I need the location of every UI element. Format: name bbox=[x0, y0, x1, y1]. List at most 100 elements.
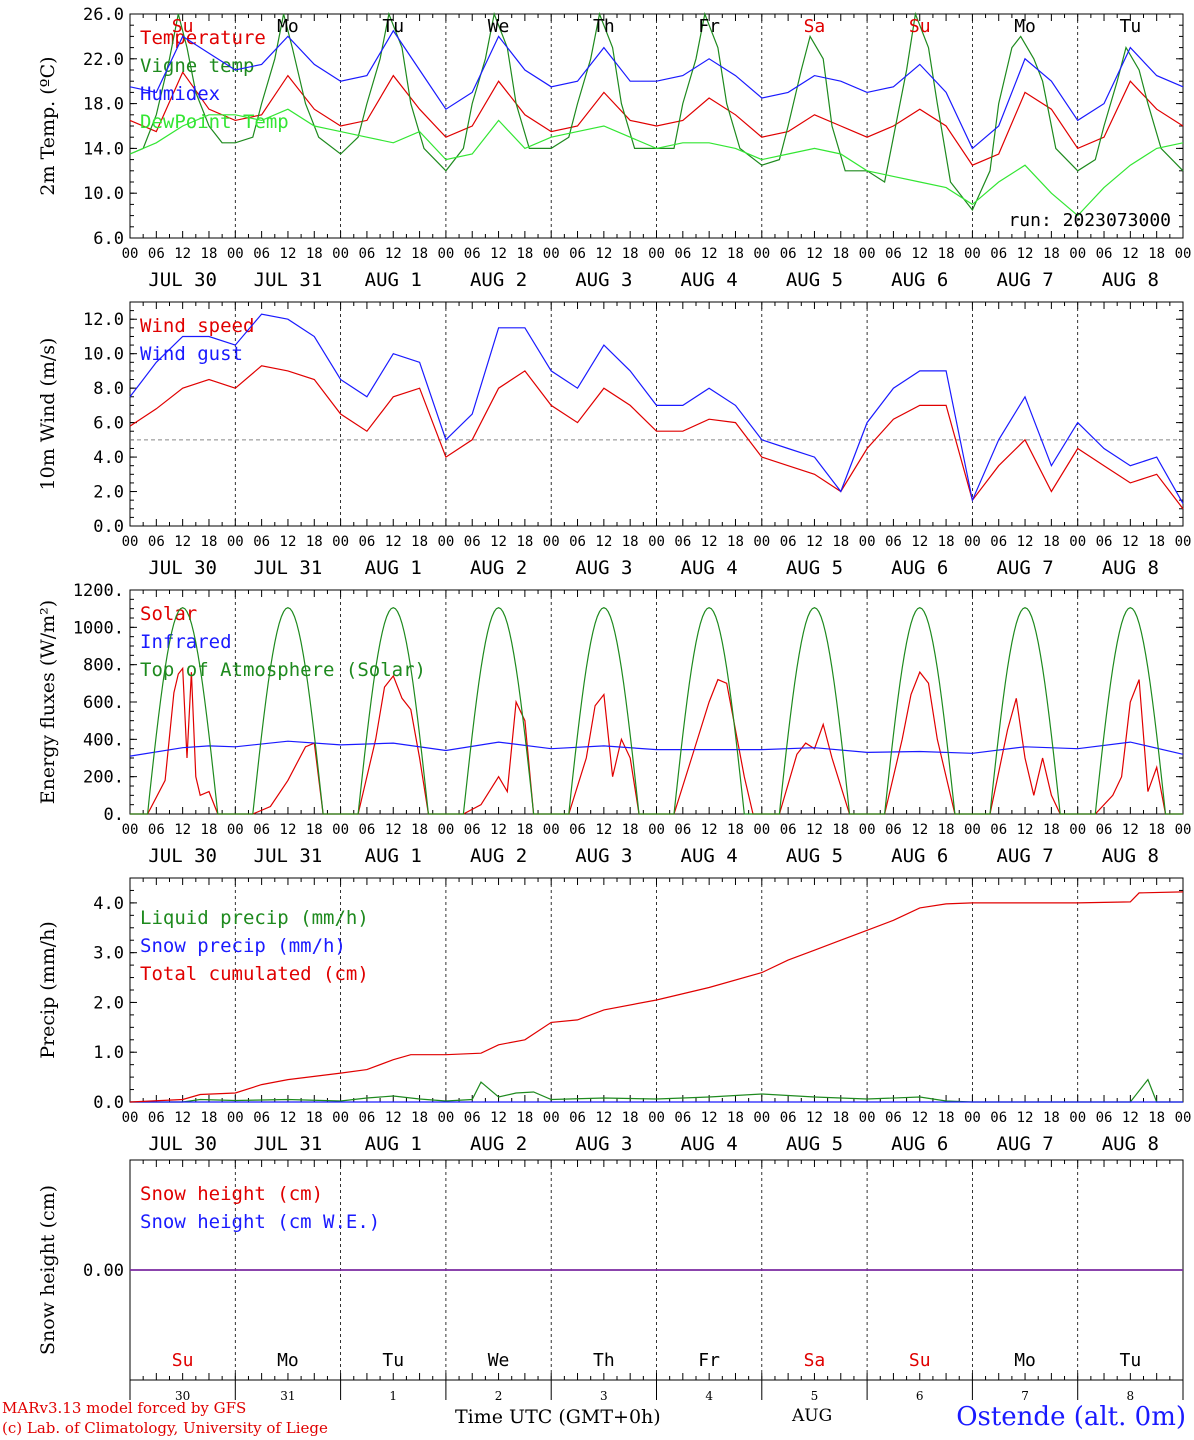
legend-entry: Total cumulated (cm) bbox=[140, 963, 369, 985]
hour-tick-label: 12 bbox=[490, 822, 507, 838]
y-tick-label: 6.0 bbox=[93, 229, 124, 249]
day-name: We bbox=[488, 1350, 510, 1371]
hour-tick-label: 06 bbox=[990, 246, 1007, 262]
date-label: AUG 5 bbox=[786, 845, 843, 867]
legend-entry: Wind gust bbox=[140, 343, 243, 365]
hour-tick-label: 06 bbox=[253, 822, 270, 838]
date-label: AUG 4 bbox=[681, 845, 738, 867]
date-label: AUG 6 bbox=[891, 269, 948, 291]
date-label: AUG 7 bbox=[996, 845, 1053, 867]
hour-tick-label: 12 bbox=[1122, 246, 1139, 262]
hour-tick-label: 00 bbox=[753, 246, 770, 262]
hour-tick-label: 00 bbox=[437, 246, 454, 262]
date-label: AUG 2 bbox=[470, 269, 527, 291]
day-name: Mo bbox=[277, 1350, 299, 1371]
legend-entry: Temperature bbox=[140, 27, 266, 49]
series-line-infrared bbox=[129, 740, 1184, 757]
hour-tick-label: 18 bbox=[201, 246, 218, 262]
legend-entry: Liquid precip (mm/h) bbox=[140, 907, 369, 929]
date-label: AUG 1 bbox=[365, 845, 422, 867]
date-label: AUG 5 bbox=[786, 557, 843, 579]
hour-tick-label: 06 bbox=[885, 822, 902, 838]
hour-tick-label: 00 bbox=[648, 246, 665, 262]
y-tick-label: 0.0 bbox=[93, 517, 124, 537]
hour-tick-label: 00 bbox=[122, 822, 139, 838]
hour-tick-label: 18 bbox=[622, 246, 639, 262]
date-label: AUG 4 bbox=[681, 557, 738, 579]
hour-tick-label: 18 bbox=[516, 1110, 533, 1126]
y-tick-label: 2.0 bbox=[93, 483, 124, 503]
hour-tick-label: 00 bbox=[964, 822, 981, 838]
panel-5: 0.00 Snow height (cm) Snow height (cm) Snow… bbox=[37, 1159, 1184, 1403]
hour-tick-label: 12 bbox=[806, 1110, 823, 1126]
hour-tick-label: 18 bbox=[622, 1110, 639, 1126]
day-name: Mo bbox=[1014, 16, 1036, 37]
hour-tick-label: 12 bbox=[1017, 534, 1034, 550]
hour-tick-label: 06 bbox=[990, 534, 1007, 550]
hour-tick-label: 18 bbox=[306, 1110, 323, 1126]
hour-tick-label: 06 bbox=[780, 1110, 797, 1126]
date-label: AUG 1 bbox=[365, 557, 422, 579]
hour-tick-label: 00 bbox=[1175, 822, 1192, 838]
hour-tick-label: 06 bbox=[569, 822, 586, 838]
hour-tick-label: 06 bbox=[464, 534, 481, 550]
hour-tick-label: 12 bbox=[174, 534, 191, 550]
hour-tick-label: 06 bbox=[674, 822, 691, 838]
hour-tick-label: 00 bbox=[1069, 246, 1086, 262]
series-line-temperature bbox=[129, 70, 1184, 166]
hour-tick-label: 18 bbox=[1043, 1110, 1060, 1126]
y-tick-label: 4.0 bbox=[93, 448, 124, 468]
y-axis-label: Precip (mm/h) bbox=[37, 921, 59, 1059]
hour-tick-label: 00 bbox=[332, 822, 349, 838]
hour-tick-label: 12 bbox=[911, 1110, 928, 1126]
month-label: AUG bbox=[792, 1406, 833, 1426]
legend-entry: Snow height (cm W.E.) bbox=[140, 1211, 380, 1233]
hour-tick-label: 18 bbox=[1043, 534, 1060, 550]
hour-tick-label: 12 bbox=[1017, 246, 1034, 262]
day-number: 3 bbox=[600, 1389, 608, 1403]
y-tick-label: 0.0 bbox=[93, 1093, 124, 1113]
hour-tick-label: 00 bbox=[964, 246, 981, 262]
hour-tick-label: 06 bbox=[464, 246, 481, 262]
plot-frame bbox=[129, 301, 1184, 527]
hour-tick-label: 06 bbox=[990, 822, 1007, 838]
day-number: 6 bbox=[916, 1389, 924, 1403]
y-axis-label: Energy fluxes (W/m²) bbox=[37, 600, 59, 804]
y-tick-label: 200. bbox=[83, 768, 124, 788]
hour-tick-label: 06 bbox=[569, 1110, 586, 1126]
hour-tick-label: 18 bbox=[201, 534, 218, 550]
hour-tick-label: 06 bbox=[780, 246, 797, 262]
hour-tick-label: 00 bbox=[543, 822, 560, 838]
legend-entry: Snow height (cm) bbox=[140, 1183, 323, 1205]
day-name: Mo bbox=[277, 16, 299, 37]
hour-tick-label: 06 bbox=[1096, 246, 1113, 262]
hour-tick-label: 18 bbox=[832, 1110, 849, 1126]
series-line-solar bbox=[130, 666, 1183, 815]
hour-tick-label: 18 bbox=[516, 246, 533, 262]
hour-tick-label: 06 bbox=[358, 822, 375, 838]
series-line-wind-gust bbox=[129, 313, 1184, 504]
hour-tick-label: 06 bbox=[148, 534, 165, 550]
hour-tick-label: 18 bbox=[727, 1110, 744, 1126]
hour-tick-label: 00 bbox=[648, 534, 665, 550]
hour-tick-label: 18 bbox=[938, 822, 955, 838]
hour-tick-label: 12 bbox=[806, 822, 823, 838]
hour-tick-label: 12 bbox=[385, 246, 402, 262]
date-label: AUG 1 bbox=[365, 1133, 422, 1155]
hour-tick-label: 12 bbox=[1122, 534, 1139, 550]
date-label: JUL 31 bbox=[254, 1133, 323, 1155]
hour-tick-label: 12 bbox=[490, 246, 507, 262]
hour-tick-label: 06 bbox=[674, 534, 691, 550]
day-number: 31 bbox=[280, 1389, 295, 1403]
day-name: Th bbox=[593, 16, 615, 37]
hour-tick-label: 06 bbox=[1096, 534, 1113, 550]
hour-tick-label: 06 bbox=[885, 534, 902, 550]
date-label: AUG 8 bbox=[1102, 845, 1159, 867]
date-label: AUG 7 bbox=[996, 1133, 1053, 1155]
y-tick-label: 22.0 bbox=[83, 50, 124, 70]
hour-tick-label: 00 bbox=[122, 246, 139, 262]
hour-tick-label: 00 bbox=[859, 822, 876, 838]
hour-tick-label: 12 bbox=[806, 246, 823, 262]
hour-tick-label: 18 bbox=[1043, 246, 1060, 262]
y-tick-label: 3.0 bbox=[93, 944, 124, 964]
